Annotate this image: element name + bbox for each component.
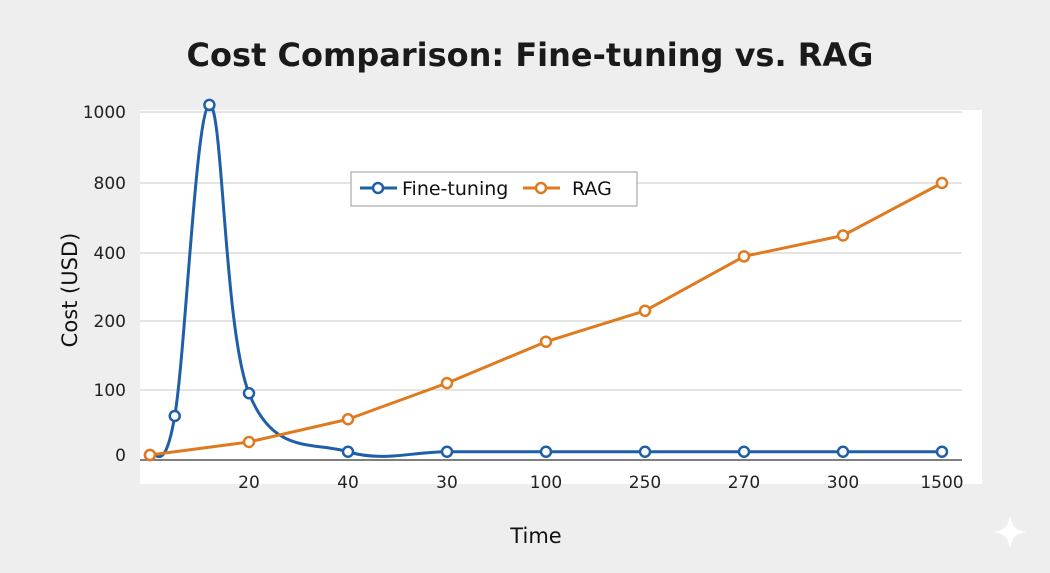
x-tick-label: 40 (337, 473, 359, 493)
legend: Fine-tuning RAG (350, 171, 638, 207)
x-tick-label: 250 (629, 473, 661, 493)
data-point (836, 445, 850, 458)
data-point (737, 250, 751, 263)
y-axis-label: Cost (USD) (58, 233, 82, 348)
data-point (737, 445, 751, 458)
y-tick-label: 200 (94, 312, 126, 332)
legend-label: RAG (572, 178, 612, 200)
x-tick-label: 270 (728, 473, 760, 493)
data-point (242, 435, 256, 449)
legend-marker (534, 181, 548, 195)
legend-marker (371, 181, 385, 195)
data-point (341, 413, 355, 426)
y-tick-label: 1000 (83, 103, 126, 123)
x-tick-label: 100 (530, 473, 562, 493)
data-point (203, 98, 216, 112)
data-point (539, 335, 553, 348)
series-markers (143, 176, 949, 462)
y-tick-label: 800 (94, 174, 126, 194)
data-point (168, 409, 181, 423)
x-tick-label: 300 (827, 473, 859, 493)
chart-title: Cost Comparison: Fine-tuning vs. RAG (187, 36, 874, 74)
data-point (935, 176, 949, 190)
plot-area (140, 110, 982, 484)
legend-label: Fine-tuning (402, 178, 508, 200)
y-tick-labels: 0 100 200 400 800 1000 (83, 103, 126, 466)
x-tick-label: 30 (436, 473, 458, 493)
series-lines (143, 98, 949, 462)
x-tick-label: 1500 (920, 473, 963, 493)
data-point (440, 376, 454, 390)
data-point (143, 448, 157, 462)
data-point (638, 304, 652, 318)
data-point (539, 445, 553, 458)
y-tick-label: 100 (94, 381, 126, 401)
data-point (836, 229, 850, 242)
x-tick-label: 20 (238, 473, 260, 493)
data-point (935, 445, 949, 458)
legend-box (350, 171, 638, 207)
x-tick-labels: 20 40 30 100 250 270 300 1500 (238, 473, 963, 493)
gridlines (140, 111, 962, 391)
data-point (440, 445, 454, 458)
y-tick-label: 0 (115, 446, 126, 466)
sparkle-icon (993, 515, 1027, 549)
data-point (638, 445, 652, 458)
data-point (242, 387, 256, 400)
y-tick-label: 400 (94, 244, 126, 264)
x-axis-label: Time (509, 524, 561, 548)
data-point (341, 445, 355, 458)
